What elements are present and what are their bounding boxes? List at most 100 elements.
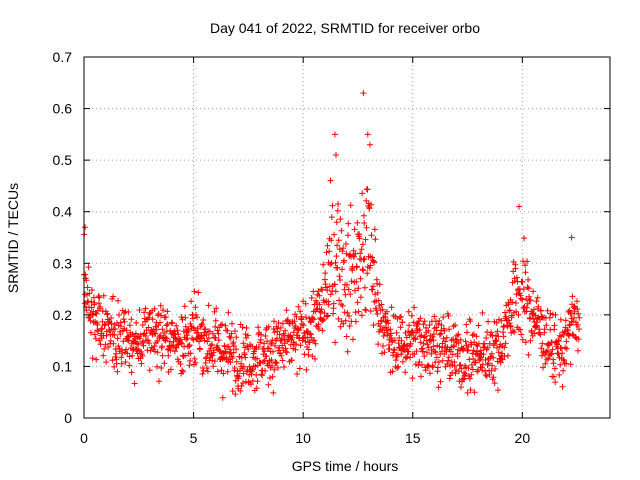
data-point xyxy=(229,388,236,394)
data-point xyxy=(491,380,498,387)
data-point xyxy=(495,349,502,356)
data-point xyxy=(479,309,486,316)
data-point xyxy=(440,314,447,321)
data-point xyxy=(177,361,184,367)
data-point xyxy=(571,308,578,315)
data-point xyxy=(509,299,516,306)
data-point xyxy=(334,207,341,214)
data-point xyxy=(220,370,227,377)
data-point xyxy=(479,367,486,374)
data-point xyxy=(156,378,162,385)
data-point xyxy=(339,248,346,255)
data-point xyxy=(120,316,127,323)
data-point xyxy=(502,309,508,316)
data-point xyxy=(218,367,225,374)
data-point xyxy=(177,339,184,346)
data-point xyxy=(241,351,248,358)
data-point xyxy=(555,337,562,344)
data-point xyxy=(254,378,261,385)
data-point xyxy=(435,321,442,327)
data-point xyxy=(527,297,534,304)
data-point xyxy=(575,347,581,354)
data-point xyxy=(504,352,511,359)
data-point xyxy=(494,328,501,335)
data-point xyxy=(295,303,302,310)
data-point xyxy=(200,367,207,374)
plot-frame xyxy=(83,56,611,419)
data-point xyxy=(469,332,476,339)
data-point xyxy=(84,284,91,291)
data-point xyxy=(346,323,353,329)
data-point xyxy=(157,302,164,309)
data-point xyxy=(424,341,431,348)
data-point xyxy=(292,311,299,318)
data-point xyxy=(199,321,206,327)
data-point xyxy=(489,333,496,339)
data-point xyxy=(197,346,203,353)
data-point xyxy=(324,287,331,294)
data-point xyxy=(131,380,138,387)
data-point xyxy=(500,324,507,330)
data-point xyxy=(367,262,374,269)
data-point xyxy=(225,343,232,350)
data-point xyxy=(175,331,182,338)
data-point xyxy=(292,346,299,353)
y-axis-label: SRMTID / TECUs xyxy=(5,183,21,293)
data-point xyxy=(215,330,222,337)
data-point xyxy=(113,350,120,357)
data-point xyxy=(182,323,189,330)
data-point xyxy=(451,363,458,369)
data-point xyxy=(359,241,366,248)
data-point xyxy=(490,354,497,361)
data-point xyxy=(370,283,377,290)
data-point xyxy=(473,333,480,340)
data-point xyxy=(174,342,181,348)
data-point xyxy=(517,326,524,333)
x-tick-label: 0 xyxy=(80,430,88,446)
data-point xyxy=(288,357,295,364)
data-point xyxy=(327,177,334,184)
data-point xyxy=(380,343,386,349)
data-point xyxy=(492,366,499,372)
data-point xyxy=(246,363,253,370)
data-point xyxy=(277,324,284,331)
y-tick-label: 0.3 xyxy=(53,255,73,271)
data-point xyxy=(96,294,103,301)
data-point xyxy=(152,348,158,355)
data-point xyxy=(437,378,444,385)
data-point xyxy=(233,358,240,365)
data-point xyxy=(341,309,348,316)
data-point xyxy=(490,374,497,381)
data-point xyxy=(358,246,365,253)
data-point xyxy=(164,321,171,328)
data-point xyxy=(534,294,541,301)
data-point xyxy=(163,335,170,342)
data-point xyxy=(111,332,118,338)
data-point xyxy=(542,360,549,367)
data-point xyxy=(258,331,265,338)
data-point xyxy=(173,322,180,329)
data-point xyxy=(484,344,491,351)
data-point xyxy=(168,342,175,349)
data-point xyxy=(340,245,347,252)
data-point xyxy=(108,320,115,327)
data-point xyxy=(271,329,278,336)
data-point xyxy=(576,326,582,333)
data-point xyxy=(111,363,118,370)
data-point xyxy=(568,234,575,241)
data-point xyxy=(330,300,337,307)
data-point xyxy=(110,293,117,300)
data-point xyxy=(412,336,419,343)
data-point xyxy=(515,311,522,318)
data-point xyxy=(505,317,512,324)
data-point xyxy=(239,380,246,386)
data-point xyxy=(392,357,399,364)
data-point xyxy=(152,330,159,337)
data-point xyxy=(413,348,420,355)
data-point xyxy=(560,356,567,363)
data-point xyxy=(460,345,467,352)
data-point xyxy=(347,202,354,209)
data-point xyxy=(389,368,396,375)
data-point xyxy=(192,359,199,366)
data-point xyxy=(479,361,486,368)
